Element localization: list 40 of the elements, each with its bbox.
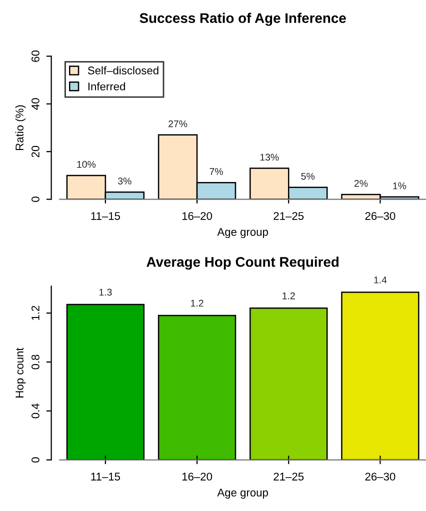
bar: [66, 304, 145, 460]
y-tick-label: 60: [32, 50, 40, 62]
data-label: 1.3: [99, 288, 112, 296]
y-tick-label: 1.2: [32, 306, 40, 320]
x-tick-label: 16–20: [182, 472, 212, 481]
y-tick-label: 0: [32, 457, 40, 463]
y-tick-label: 0.4: [32, 404, 40, 418]
data-label: 1%: [393, 182, 406, 190]
data-label: 1.2: [282, 292, 295, 300]
y-axis-title: Hop count: [16, 348, 26, 398]
data-label: 3%: [118, 178, 132, 184]
y-tick-label: 20: [32, 146, 40, 158]
data-label: 13%: [260, 154, 279, 161]
bar: [158, 314, 236, 460]
x-tick-label: 16–20: [182, 212, 212, 220]
data-label: 10%: [77, 160, 96, 168]
x-tick-label: 11–15: [91, 472, 120, 481]
bar: [250, 308, 328, 460]
bar: [341, 292, 420, 460]
legend-label: Inferred: [88, 82, 125, 90]
x-tick-label: 21–25: [274, 472, 304, 481]
data-label: 5%: [301, 172, 315, 180]
x-axis-title: Age group: [217, 228, 268, 238]
data-label: 1.2: [191, 300, 204, 307]
y-tick-label: 40: [32, 98, 40, 110]
x-tick-label: 11–15: [91, 212, 120, 220]
legend-label: Self–disclosed: [88, 66, 158, 74]
x-tick-label: 26–30: [365, 212, 396, 220]
x-tick-label: 21–25: [274, 212, 304, 220]
chart-title: Average Hop Count Required: [146, 256, 338, 270]
x-tick-label: 26–30: [365, 472, 396, 481]
y-axis-title: Ratio (%): [15, 105, 26, 150]
data-label: 1.4: [374, 276, 387, 284]
y-tick-label: 0.8: [32, 354, 40, 370]
data-label: 27%: [168, 120, 188, 128]
y-tick-label: 0: [32, 196, 40, 202]
x-axis-title: Age group: [217, 488, 268, 499]
data-label: 7%: [210, 168, 223, 175]
data-label: 2%: [354, 180, 368, 187]
chart-title: Success Ratio of Age Inference: [140, 12, 346, 26]
